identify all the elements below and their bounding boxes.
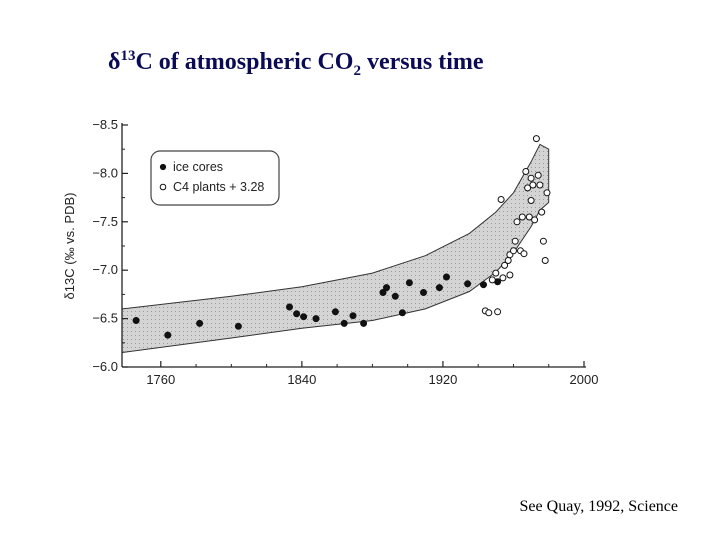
c4-plant-point	[510, 247, 517, 255]
y-tick-label: −7.0	[92, 262, 118, 277]
y-tick-label: −8.5	[92, 117, 118, 132]
ice-core-point	[286, 303, 294, 311]
ice-core-point	[349, 312, 357, 320]
legend: ice cores C4 plants + 3.28	[150, 150, 280, 206]
c4-plant-point	[527, 197, 535, 204]
ice-core-point	[379, 289, 387, 297]
x-tick-label: 2000	[570, 372, 599, 387]
y-tick-label: −7.5	[92, 214, 118, 229]
x-tick-label: 1920	[428, 372, 457, 387]
c4-plant-point	[538, 208, 546, 216]
x-tick-label: 1760	[146, 372, 175, 387]
c4-plant-point	[534, 171, 542, 179]
legend-entry-label: C4 plants + 3.28	[173, 180, 264, 194]
title-subscript: 2	[353, 62, 361, 79]
c4-plant-point	[513, 218, 521, 226]
c4-plant-point	[485, 309, 493, 317]
y-axis-title: δ13C (‰ vs. PDB)	[62, 193, 77, 300]
ice-core-point	[391, 292, 399, 300]
y-tick-label: −8.0	[92, 165, 118, 180]
ice-core-point	[435, 284, 443, 292]
c4-plant-point	[506, 271, 514, 279]
delta13c-chart: −8.5 −8.0 −7.5 −7.0 −6.5 −6.0 1760 1840 1920 2000…	[62, 117, 598, 387]
title-superscript: 13	[120, 48, 136, 64]
c4-plant-point	[504, 257, 512, 264]
ice-core-point	[405, 279, 413, 287]
ice-core-point	[382, 284, 390, 292]
ice-core-point	[293, 310, 301, 318]
ice-core-point	[132, 317, 140, 325]
ice-core-point	[164, 331, 172, 339]
c4-plant-point	[501, 261, 509, 269]
x-tick-label: 1840	[287, 372, 316, 387]
ice-core-point	[340, 319, 348, 327]
ice-core-point	[360, 319, 368, 327]
axes: −8.5 −8.0 −7.5 −7.0 −6.5 −6.0 1760 1840 1920 2000…	[62, 117, 598, 387]
ice-core-point	[196, 319, 204, 327]
c4-plant-point	[522, 168, 530, 175]
legend-marker-c4-plants	[159, 183, 167, 191]
c4-plant-point	[511, 237, 519, 245]
uncertainty-band-layer	[121, 143, 550, 354]
legend-box	[150, 150, 280, 206]
c4-plant-point	[532, 135, 540, 143]
slide-title: δ13C of atmospheric CO2 versus time	[108, 48, 668, 80]
title-main-text: C of atmospheric CO	[135, 49, 354, 75]
title-suffix-text: versus time	[360, 49, 484, 75]
ice-core-point	[479, 281, 487, 289]
citation: See Quay, 1992, Science	[519, 498, 678, 515]
ice-core-point	[312, 315, 320, 323]
ice-core-point	[419, 289, 427, 297]
c4-plant-point	[488, 276, 496, 284]
c4-plant-point	[539, 237, 547, 245]
legend-marker-ice-cores	[159, 163, 167, 171]
c4-plant-point	[529, 181, 537, 189]
uncertainty-band	[121, 143, 550, 354]
ice-core-point	[300, 313, 308, 321]
c4-plant-point	[499, 274, 507, 282]
ice-core-point	[331, 308, 339, 316]
c4-plant-point	[543, 189, 551, 197]
c4-plant-point	[520, 250, 528, 258]
c4-plant-point	[518, 213, 526, 221]
c4-plant-point	[536, 181, 544, 189]
c4-plant-point	[524, 184, 532, 192]
c4-plant-point	[494, 308, 502, 316]
c4-plant-point	[531, 216, 539, 224]
y-tick-label: −6.5	[92, 311, 118, 326]
c4-plant-point	[527, 174, 535, 182]
c4-plant-point	[492, 269, 500, 277]
ice-core-point	[234, 322, 242, 330]
c4-plant-point	[497, 196, 505, 203]
y-tick-label: −6.0	[92, 359, 118, 374]
ice-core-point	[398, 309, 406, 317]
legend-entry-label: ice cores	[173, 160, 223, 174]
data-points	[132, 135, 551, 339]
ice-core-point	[442, 273, 450, 281]
ice-core-point	[464, 280, 472, 288]
c4-plant-point	[525, 213, 533, 221]
c4-plant-point	[541, 257, 549, 264]
title-delta: δ	[108, 49, 121, 75]
